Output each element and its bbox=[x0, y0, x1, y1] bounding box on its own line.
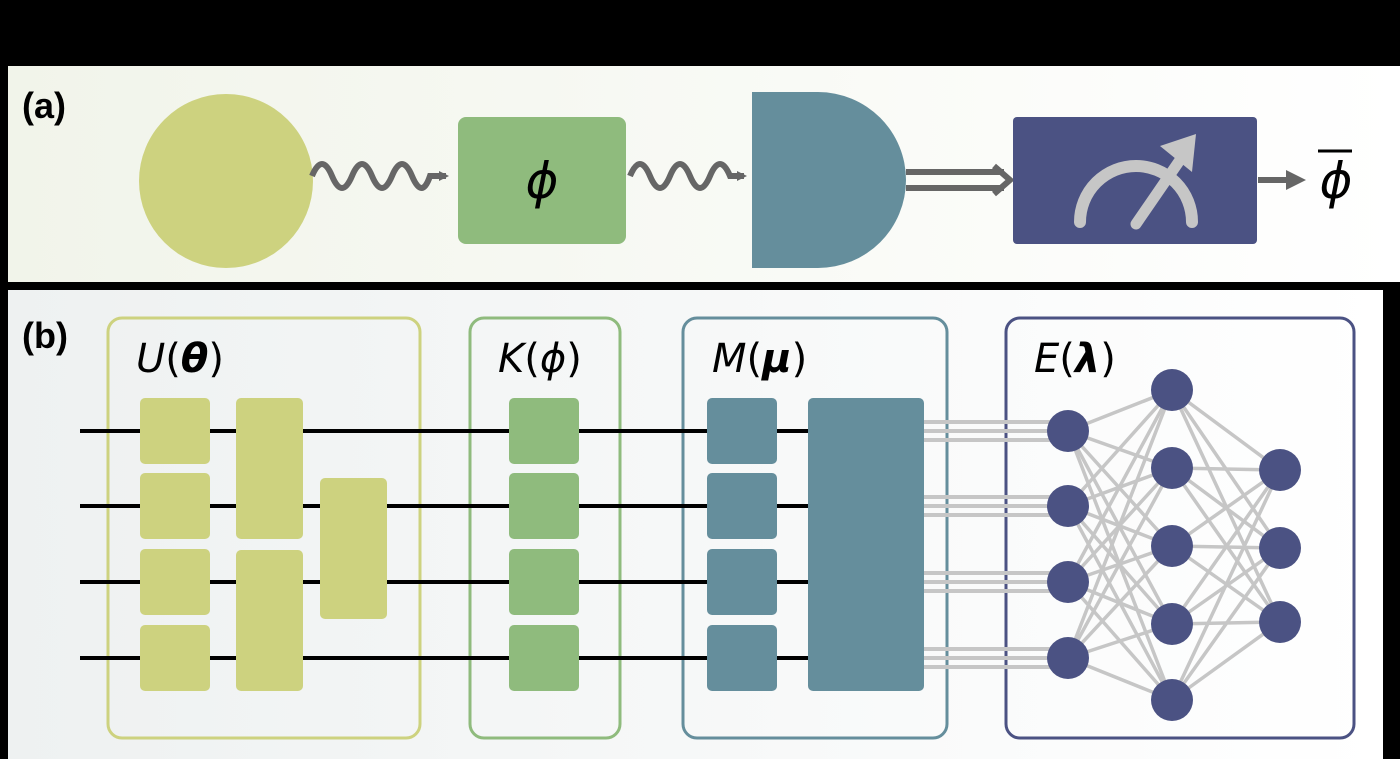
u-gate bbox=[140, 549, 210, 615]
network-node bbox=[1151, 603, 1193, 645]
panel-a: (a) ϕ ϕ bbox=[22, 85, 1352, 268]
m-gates bbox=[707, 398, 924, 691]
network-node bbox=[1047, 637, 1089, 679]
phase-operator-box bbox=[458, 117, 626, 244]
meter-icon bbox=[1074, 134, 1198, 230]
phase-operator-symbol: ϕ bbox=[526, 152, 559, 210]
network-edge bbox=[1066, 389, 1174, 583]
source-circle-icon bbox=[139, 94, 313, 268]
block-u-title: U(θ) bbox=[136, 336, 224, 382]
network-node bbox=[1151, 679, 1193, 721]
u-two-qubit-gate bbox=[236, 398, 303, 539]
network-edge bbox=[1170, 388, 1282, 472]
block-m-title: M(μ) bbox=[712, 336, 807, 382]
block-e-outline bbox=[1004, 316, 1356, 740]
panel-b: (b) U(θ) K(ϕ) M(μ) E(λ) bbox=[22, 315, 1356, 740]
u-gate bbox=[140, 398, 210, 464]
block-k-title: K(ϕ) bbox=[498, 336, 582, 382]
u-two-qubit-gate bbox=[236, 550, 303, 691]
block-k-outline bbox=[468, 316, 622, 740]
block-m-outline bbox=[681, 316, 949, 740]
classical-double-arrow-icon bbox=[906, 163, 1015, 197]
m-gate bbox=[707, 549, 777, 615]
u-two-qubit-gate bbox=[320, 478, 387, 619]
network-edge bbox=[1170, 469, 1282, 701]
panel-b-label: (b) bbox=[22, 315, 68, 356]
network-node bbox=[1259, 601, 1301, 643]
network-edge bbox=[1066, 467, 1174, 659]
u-gate bbox=[140, 625, 210, 691]
estimate-symbol: ϕ bbox=[1320, 152, 1353, 210]
network-node bbox=[1151, 369, 1193, 411]
network-node bbox=[1259, 527, 1301, 569]
network-node bbox=[1151, 447, 1193, 489]
u-gates bbox=[140, 398, 387, 691]
network-node bbox=[1259, 449, 1301, 491]
network-edge bbox=[1066, 389, 1174, 659]
u-gate bbox=[140, 473, 210, 539]
network-edge bbox=[1170, 620, 1282, 702]
m-gate bbox=[707, 473, 777, 539]
m-joint-measurement bbox=[808, 398, 924, 691]
k-gate bbox=[509, 473, 579, 539]
k-gate bbox=[509, 549, 579, 615]
network-edge bbox=[1066, 544, 1174, 660]
k-gates bbox=[509, 398, 579, 691]
panel-a-label: (a) bbox=[22, 85, 66, 126]
classical-outputs bbox=[924, 420, 1066, 669]
m-gate bbox=[707, 398, 777, 464]
network-edge bbox=[1170, 546, 1282, 702]
m-gate bbox=[707, 625, 777, 691]
network-nodes bbox=[1047, 369, 1301, 721]
network-node bbox=[1151, 525, 1193, 567]
network-node bbox=[1047, 410, 1089, 452]
network-node bbox=[1047, 561, 1089, 603]
wavy-photon-arrow-2-icon bbox=[627, 161, 747, 191]
block-u-outline bbox=[106, 316, 422, 740]
network-node bbox=[1047, 485, 1089, 527]
block-e-title: E(λ) bbox=[1034, 336, 1116, 382]
detector-icon bbox=[752, 92, 906, 268]
k-gate bbox=[509, 398, 579, 464]
wavy-photon-arrow-icon bbox=[309, 161, 449, 191]
network-edge bbox=[1170, 468, 1282, 548]
k-gate bbox=[509, 625, 579, 691]
network-edge bbox=[1066, 388, 1174, 508]
network-edge bbox=[1170, 468, 1282, 626]
